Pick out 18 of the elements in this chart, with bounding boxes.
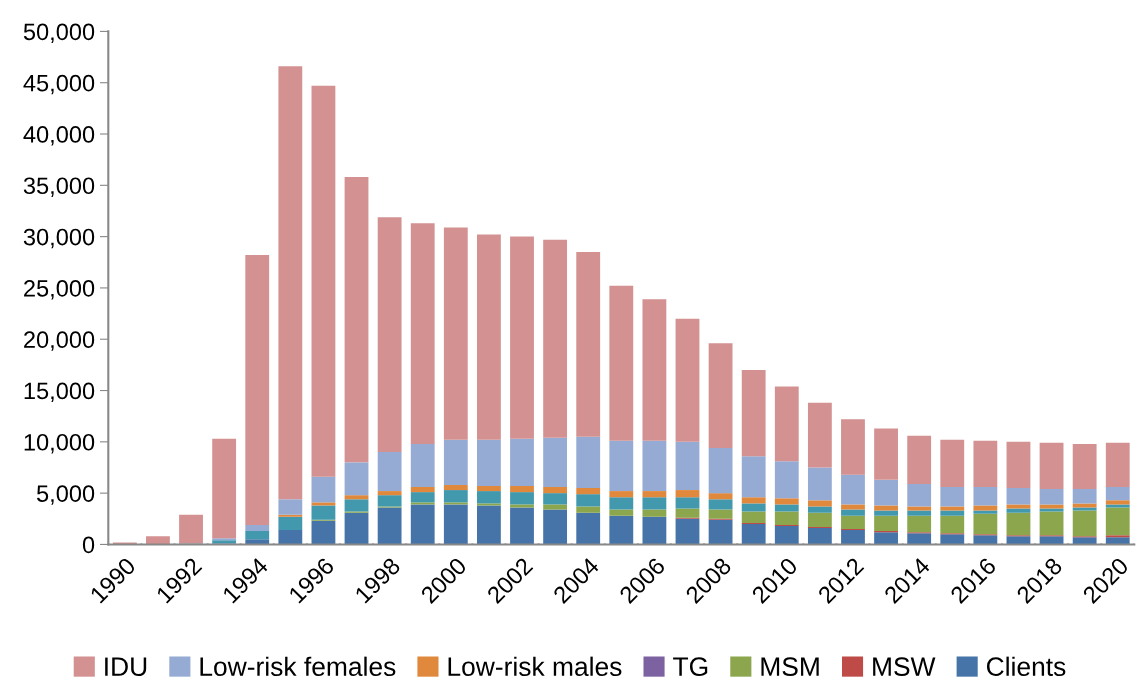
legend-label: IDU — [105, 657, 147, 677]
y-tick-label: 0 — [82, 536, 95, 554]
y-tick-label: 40,000 — [23, 126, 95, 146]
y-tick-label: 45,000 — [23, 74, 95, 95]
y-tick-label: 50,000 — [23, 23, 95, 43]
y-tick-label: 15,000 — [24, 382, 95, 403]
legend-label: MSW — [873, 657, 936, 677]
y-tick-label: 30,000 — [23, 228, 95, 249]
y-tick-label: 20,000 — [24, 331, 95, 351]
y-tick-label: 35,000 — [23, 177, 95, 197]
y-tick-label: 5,000 — [36, 485, 95, 505]
legend-label: TG — [673, 657, 708, 677]
legend-label: Clients — [986, 656, 1066, 677]
y-tick-label: 25,000 — [24, 279, 95, 300]
y-tick-label: 10,000 — [24, 433, 95, 454]
legend-label: Low-risk males — [448, 656, 622, 677]
legend-label: Low-risk females — [200, 656, 396, 677]
legend-label: MSM — [761, 657, 819, 677]
